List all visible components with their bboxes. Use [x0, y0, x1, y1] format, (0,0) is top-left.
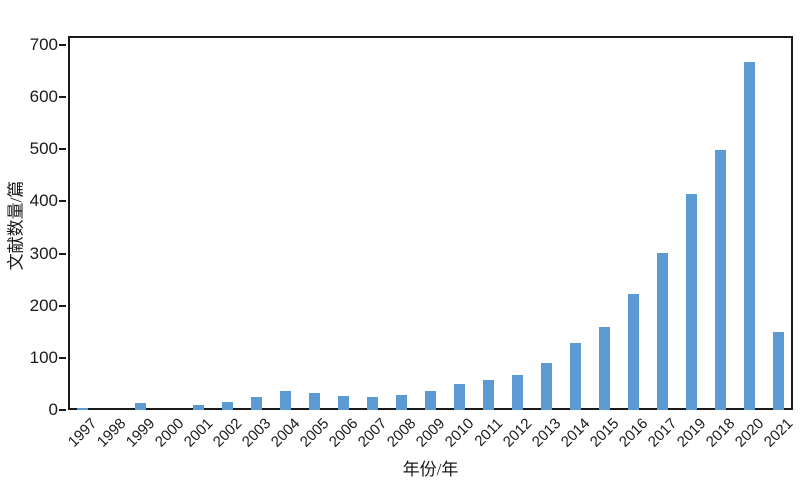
x-tick-label-2012: 2012	[499, 415, 536, 451]
bar-2012	[512, 375, 523, 410]
bar-2020	[744, 62, 755, 410]
bar-2001	[193, 404, 204, 410]
y-tick-label-300: 300	[29, 243, 58, 263]
bar-2019	[686, 194, 697, 410]
bar-2008	[396, 394, 407, 410]
y-axis-label: 文献数量/篇	[6, 180, 26, 271]
bar-1997	[77, 407, 88, 410]
y-tick-label-200: 200	[29, 295, 58, 315]
x-tick-label-2019: 2019	[673, 415, 710, 451]
y-tick-mark	[59, 252, 66, 255]
y-tick-mark	[59, 304, 66, 307]
x-tick-label-2021: 2021	[760, 415, 797, 451]
x-axis-label: 年份/年	[402, 460, 459, 479]
y-tick-label-0: 0	[48, 400, 58, 419]
bar-2006	[338, 395, 349, 410]
y-tick-mark	[59, 44, 66, 46]
x-tick-label-2006: 2006	[325, 415, 362, 451]
x-tick-label-2018: 2018	[702, 415, 739, 451]
x-tick-label-2016: 2016	[615, 415, 652, 451]
y-tick-label-700: 700	[29, 35, 58, 54]
bar-2003	[251, 397, 262, 410]
x-tick-label-2010: 2010	[441, 415, 478, 451]
y-tick-label-400: 400	[29, 191, 58, 211]
bar-2004	[280, 391, 291, 410]
y-tick-mark	[59, 200, 66, 203]
x-tick-label-2000: 2000	[151, 415, 188, 451]
x-tick-label-2014: 2014	[557, 415, 594, 451]
x-tick-label-2013: 2013	[528, 415, 565, 451]
bar-2015	[599, 326, 610, 410]
x-tick-label-2005: 2005	[296, 415, 333, 451]
x-tick-label-1997: 1997	[64, 415, 101, 451]
bar-2010	[454, 383, 465, 410]
bar-2017	[657, 253, 668, 410]
x-tick-label-2001: 2001	[180, 415, 217, 451]
bar-2016	[628, 294, 639, 410]
bar-2014	[570, 343, 581, 410]
x-tick-label-2020: 2020	[731, 415, 768, 451]
x-tick-label-2003: 2003	[238, 415, 275, 451]
x-tick-label-2017: 2017	[644, 415, 681, 451]
bar-2005	[309, 392, 320, 410]
bar-2018	[715, 149, 726, 410]
x-tick-label-2008: 2008	[383, 415, 420, 451]
bar-1999	[135, 403, 146, 410]
bar-2021	[773, 331, 784, 410]
y-tick-label-100: 100	[29, 347, 58, 367]
x-tick-label-2011: 2011	[471, 415, 507, 450]
y-tick-mark	[59, 356, 66, 359]
x-tick-label-1998: 1998	[93, 415, 130, 451]
bar-2009	[425, 391, 436, 410]
x-tick-label-2002: 2002	[209, 415, 246, 451]
x-tick-label-1999: 1999	[122, 415, 159, 451]
x-tick-label-2004: 2004	[267, 415, 304, 451]
x-tick-label-2009: 2009	[412, 415, 449, 451]
y-tick-label-600: 600	[29, 87, 58, 107]
bar-2013	[541, 362, 552, 410]
y-tick-mark	[59, 409, 66, 411]
bar-2011	[483, 380, 494, 410]
y-tick-mark	[59, 148, 66, 151]
plot-area	[68, 36, 793, 410]
y-tick-mark	[59, 96, 66, 99]
bar-2007	[367, 396, 378, 410]
x-tick-label-2015: 2015	[586, 415, 623, 451]
y-tick-label-500: 500	[29, 139, 58, 159]
x-tick-label-2007: 2007	[354, 415, 391, 451]
bar-2002	[222, 401, 233, 410]
